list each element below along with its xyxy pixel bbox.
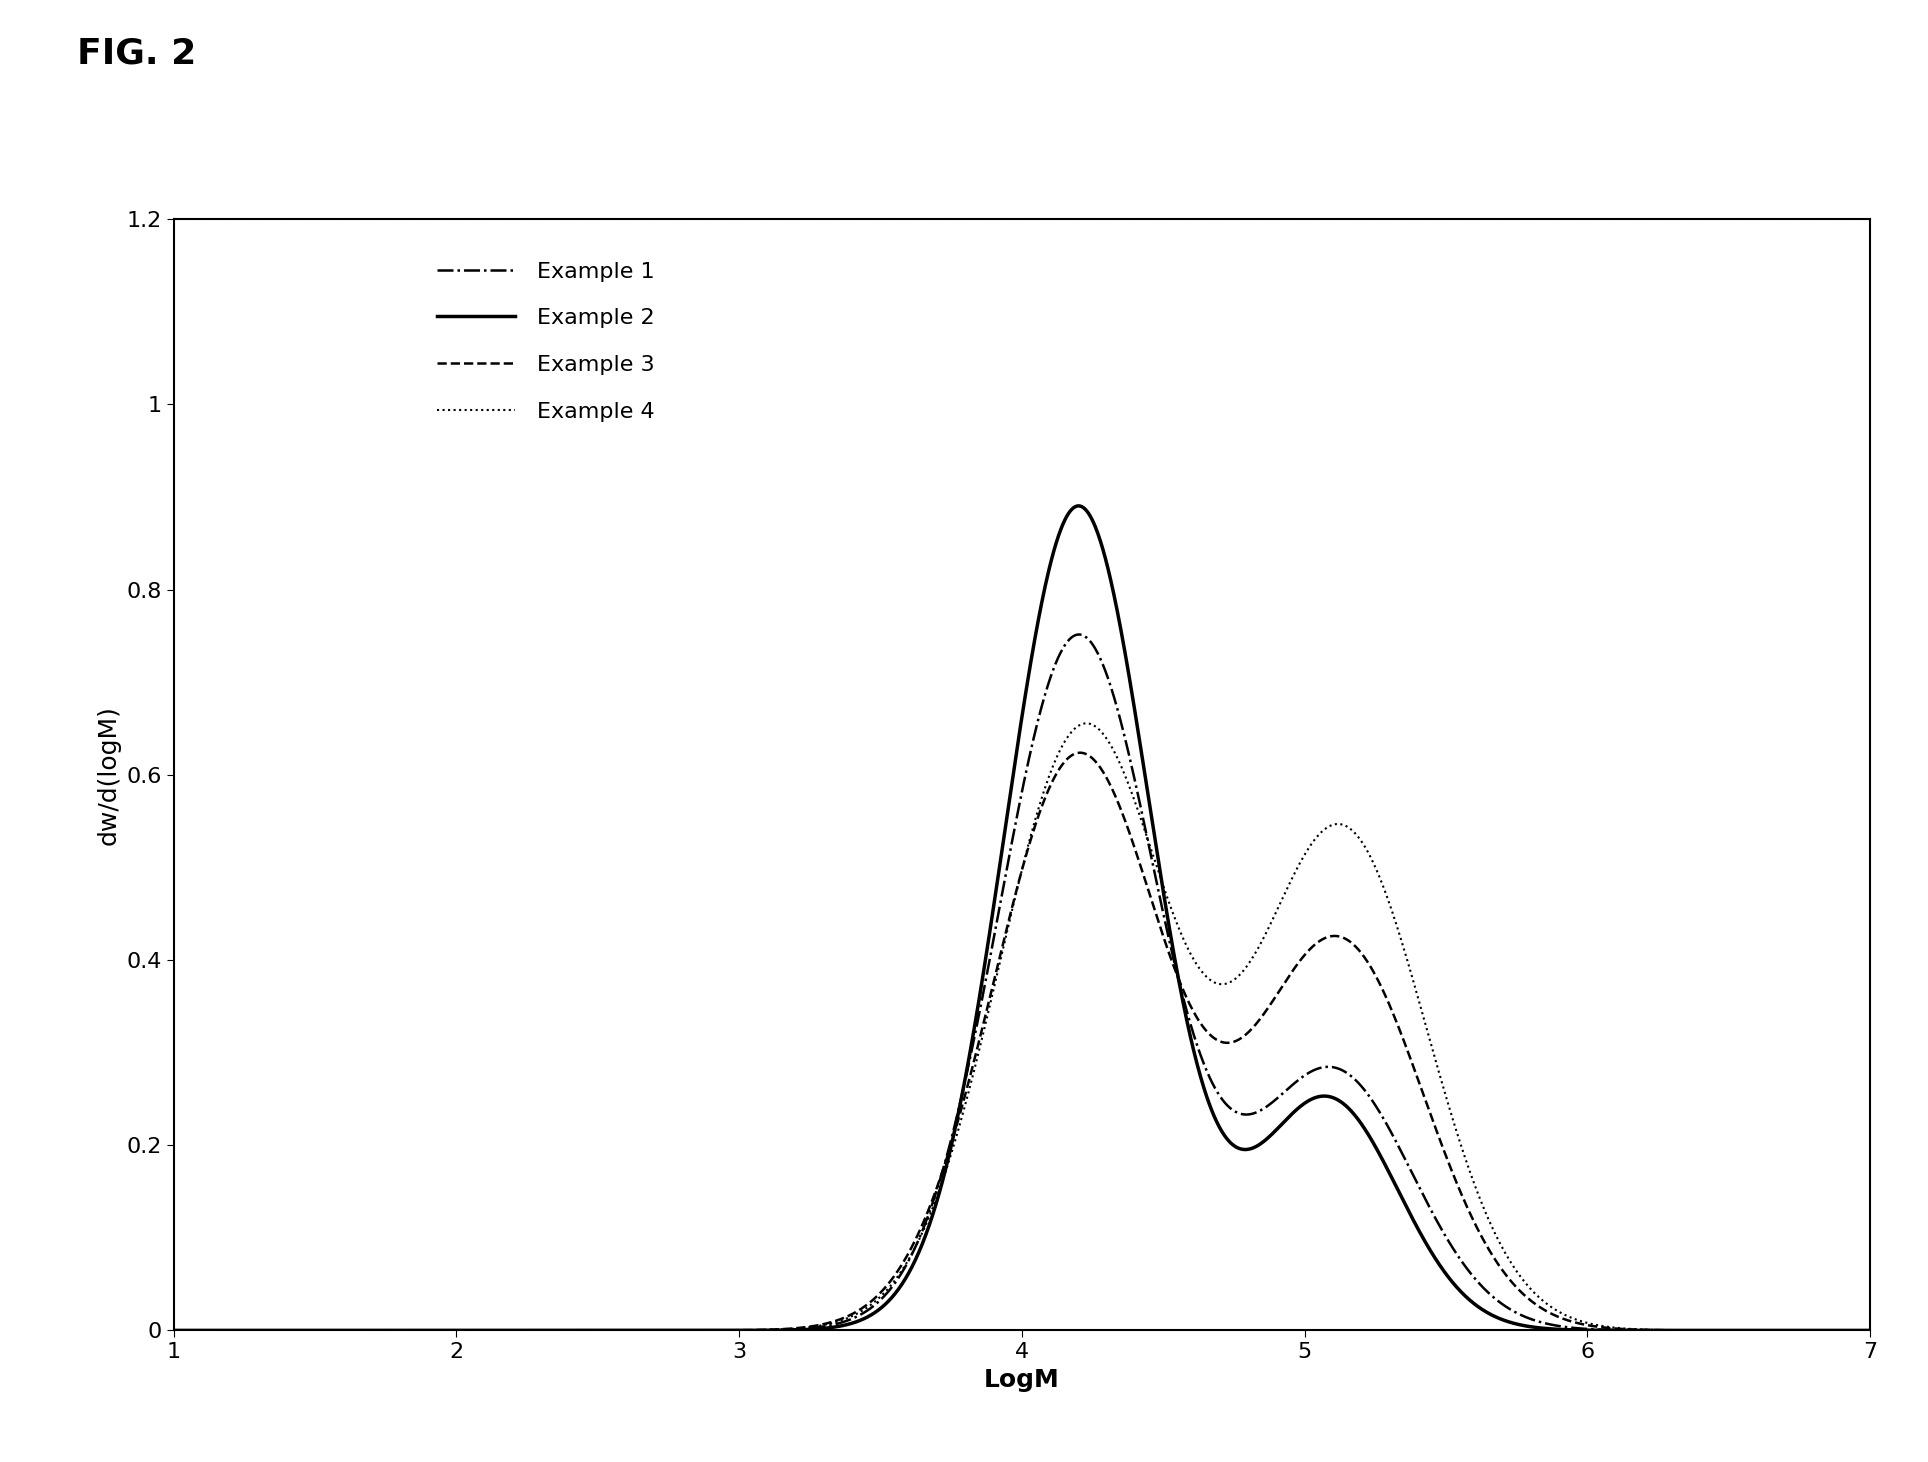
X-axis label: LogM: LogM (983, 1368, 1060, 1392)
Example 4 (1859, 1322, 1882, 1339)
Example 2 (1808, 1322, 1832, 1339)
Line: Example 4: Example 4 (174, 724, 1870, 1330)
Legend: Example 1, Example 2, Example 3, Example 4: Example 1, Example 2, Example 3, Example… (428, 253, 663, 430)
Example 3 (1810, 1322, 1834, 1339)
Example 4 (1810, 1322, 1834, 1339)
Example 1 (162, 1322, 185, 1339)
Line: Example 2: Example 2 (174, 506, 1870, 1330)
Example 2 (249, 1322, 272, 1339)
Example 1 (1068, 626, 1091, 643)
Example 3 (1808, 1322, 1832, 1339)
Example 4 (943, 1137, 966, 1155)
Line: Example 1: Example 1 (174, 635, 1870, 1330)
Example 3 (987, 953, 1010, 971)
Example 2 (162, 1322, 185, 1339)
Line: Example 3: Example 3 (174, 753, 1870, 1330)
Example 3 (1068, 744, 1091, 762)
Example 4 (1076, 715, 1099, 732)
Example 4 (1498, 1253, 1521, 1270)
Example 1 (943, 1121, 966, 1139)
Example 3 (162, 1322, 185, 1339)
Example 2 (1810, 1322, 1834, 1339)
Example 1 (1808, 1322, 1832, 1339)
Example 3 (1859, 1322, 1882, 1339)
Example 2 (1498, 1313, 1521, 1330)
Example 4 (162, 1322, 185, 1339)
Example 2 (1066, 497, 1089, 515)
Example 4 (249, 1322, 272, 1339)
Y-axis label: dw/d(logM): dw/d(logM) (96, 705, 121, 845)
Example 4 (1808, 1322, 1832, 1339)
Example 1 (249, 1322, 272, 1339)
Example 3 (943, 1127, 966, 1145)
Example 3 (1498, 1272, 1521, 1289)
Text: FIG. 2: FIG. 2 (77, 37, 197, 70)
Example 2 (1859, 1322, 1882, 1339)
Example 1 (1498, 1301, 1521, 1319)
Example 1 (1859, 1322, 1882, 1339)
Example 1 (1810, 1322, 1834, 1339)
Example 1 (987, 904, 1010, 921)
Example 3 (249, 1322, 272, 1339)
Example 4 (987, 959, 1010, 977)
Example 2 (987, 866, 1010, 883)
Example 2 (943, 1127, 966, 1145)
